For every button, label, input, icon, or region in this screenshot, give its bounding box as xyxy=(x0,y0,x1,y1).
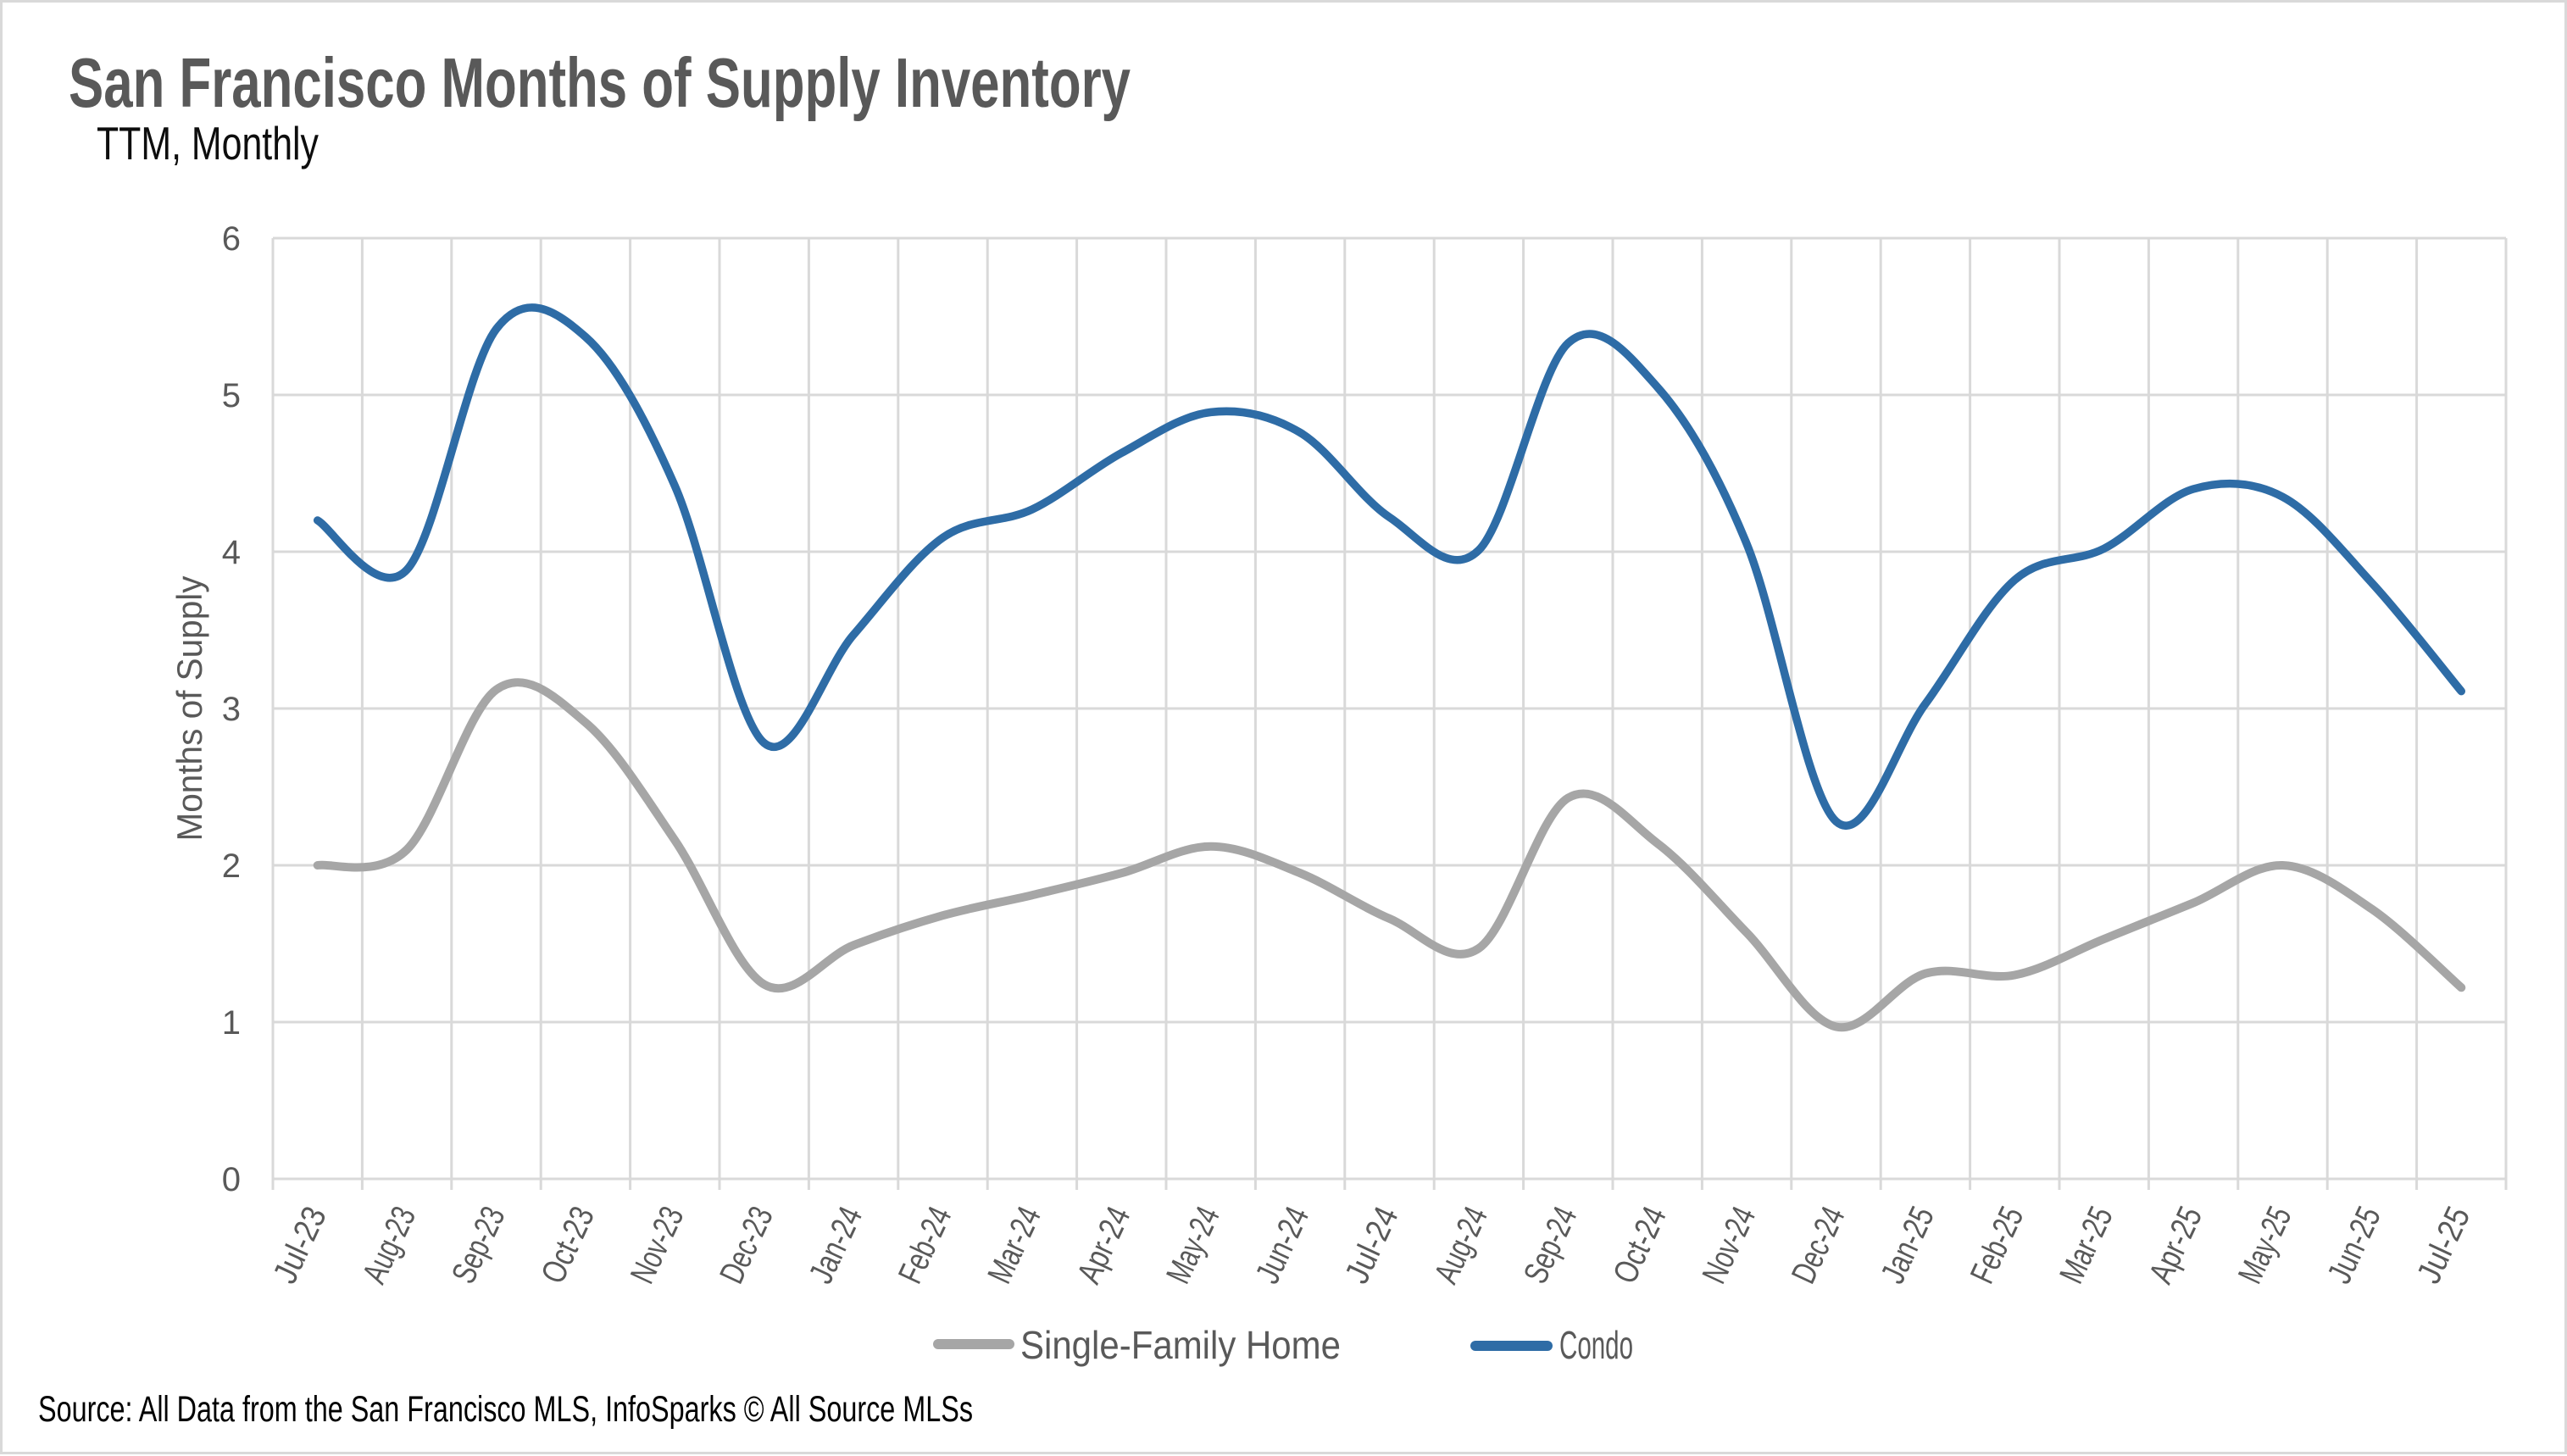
svg-text:6: 6 xyxy=(222,220,241,258)
svg-text:Months of Supply: Months of Supply xyxy=(169,576,209,842)
svg-text:0: 0 xyxy=(222,1161,241,1198)
svg-text:TTM, Monthly: TTM, Monthly xyxy=(97,117,319,169)
svg-text:3: 3 xyxy=(222,691,241,728)
svg-text:Condo: Condo xyxy=(1559,1323,1633,1367)
svg-text:2: 2 xyxy=(222,847,241,885)
svg-text:4: 4 xyxy=(222,534,241,571)
svg-text:5: 5 xyxy=(222,377,241,414)
svg-text:Source: All Data from the San: Source: All Data from the San Francisco … xyxy=(38,1389,973,1430)
svg-text:1: 1 xyxy=(222,1004,241,1042)
svg-text:San Francisco Months of Supply: San Francisco Months of Supply Inventory xyxy=(69,43,1131,122)
svg-text:Single-Family Home: Single-Family Home xyxy=(1020,1323,1341,1367)
